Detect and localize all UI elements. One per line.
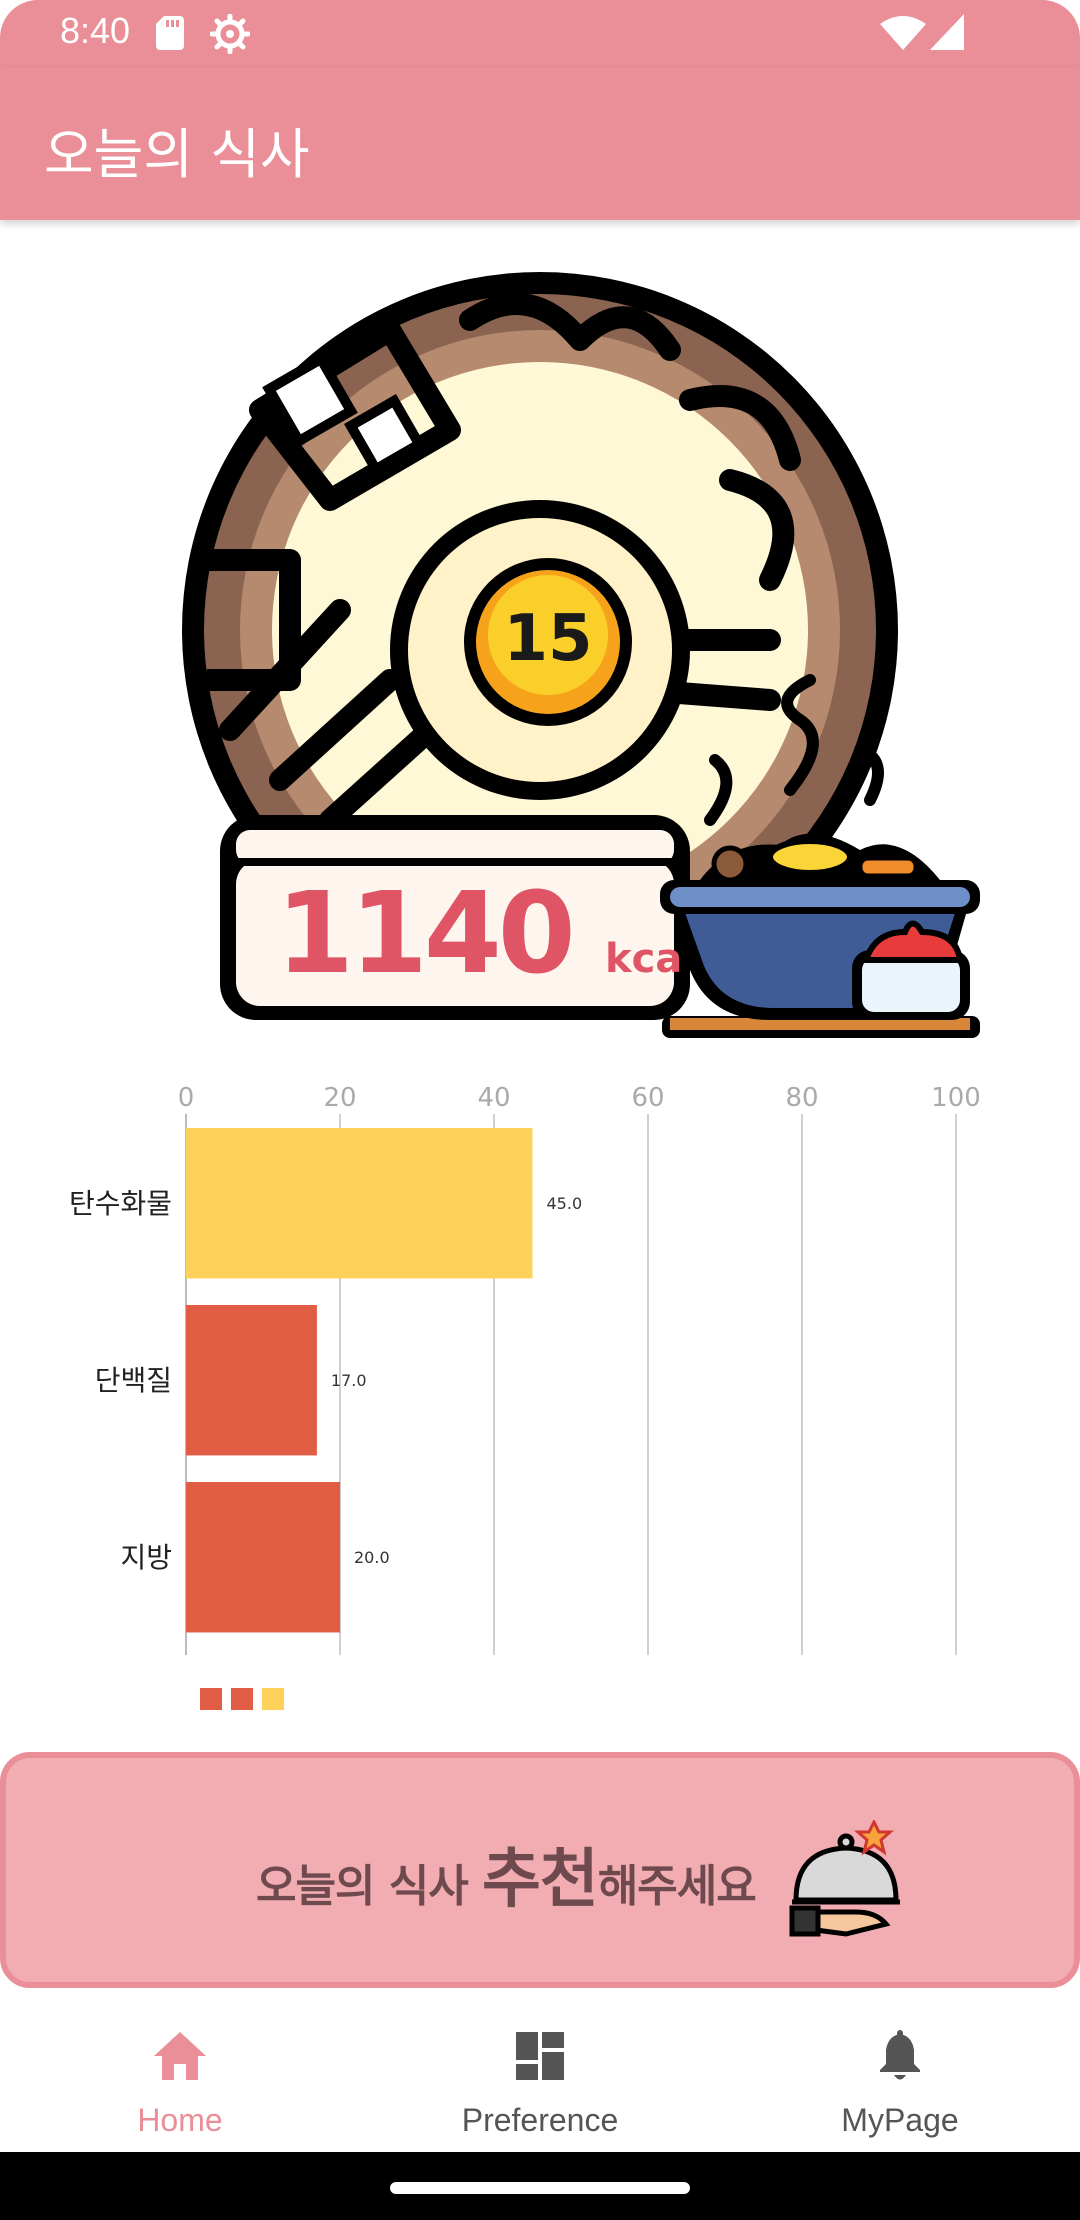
sd-card-icon [156,16,184,50]
nav-home-label: Home [137,2102,223,2138]
bar [186,1305,317,1456]
banner-text-big: 추천 [482,1843,599,1917]
value-label: 45.0 [547,1194,583,1213]
gesture-handle[interactable] [390,2182,690,2194]
x-tick-label: 40 [477,1083,510,1113]
home-icon [154,2032,206,2080]
legend-swatch [262,1688,284,1710]
x-tick-label: 60 [631,1083,664,1113]
nav-preference-label: Preference [461,2102,619,2138]
legend-swatch [200,1688,222,1710]
recommend-banner-text: 오늘의 식사 추천해주세요 [256,1828,757,1920]
gear-icon [210,14,250,54]
calories-value: 1140 [276,869,572,999]
dashboard-icon [516,2032,564,2080]
status-bar: 8:40 [0,0,1080,68]
app-bar: 오늘의 식사 [0,68,1080,220]
nutrition-bar-chart: 0 20 40 60 80 100 탄수화물 45.0 단백질 17.0 지방 20.0 [69,1083,981,1710]
nav-mypage[interactable]: MyPage [720,1990,1080,2152]
category-label: 탄수화물 [69,1187,172,1220]
app-title: 오늘의 식사 [44,123,310,186]
calories-unit: kca [605,936,682,982]
wifi-icon [880,16,926,50]
banner-text-before: 오늘의 식사 [256,1861,483,1912]
banner-text-after: 해주세요 [597,1861,757,1912]
legend-swatch [231,1688,253,1710]
nav-mypage-label: MyPage [841,2102,959,2138]
x-tick-label: 20 [323,1083,356,1113]
x-tick-label: 0 [178,1083,195,1113]
gesture-navigation-bar [0,2152,1080,2220]
category-label: 단백질 [95,1364,172,1397]
category-label: 지방 [120,1541,172,1574]
signal-icon [930,14,964,50]
x-tick-label: 100 [931,1083,981,1113]
bar [186,1482,340,1633]
meal-illustration: 15 1140 kca [182,272,980,1038]
nav-home[interactable]: Home [0,1990,360,2152]
value-label: 20.0 [354,1548,390,1567]
egg-badge-number: 15 [503,602,592,676]
value-label: 17.0 [331,1371,367,1390]
bottom-navigation: Home Preference MyPage [0,1990,1080,2152]
nav-preference[interactable]: Preference [360,1990,720,2152]
bell-icon [880,2030,920,2080]
x-tick-label: 80 [785,1083,818,1113]
status-time: 8:40 [60,10,131,51]
recommend-banner[interactable]: 오늘의 식사 추천해주세요 [0,1752,1080,1988]
serving-cloche-icon [789,1820,900,1937]
bar [186,1128,533,1279]
